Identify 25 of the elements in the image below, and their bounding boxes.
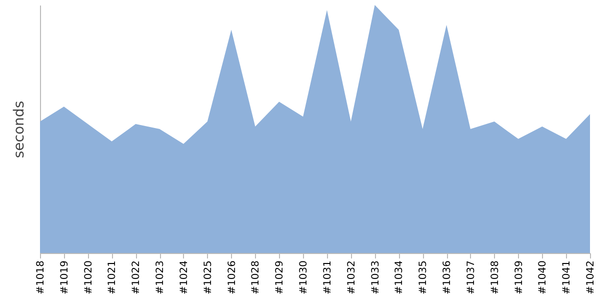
x-tick-label: #1038 <box>490 260 501 294</box>
x-tick-label: #1039 <box>514 260 525 294</box>
x-tick-label: #1040 <box>538 260 549 294</box>
x-tick-label: #1018 <box>36 260 46 294</box>
x-tick-label: #1025 <box>202 260 214 294</box>
x-tick-label: #1033 <box>370 260 382 294</box>
x-tick-label: #1034 <box>394 260 406 294</box>
x-tick-label: #1037 <box>466 260 477 294</box>
y-axis-title: seconds <box>12 100 28 158</box>
x-tick-label: #1028 <box>250 260 262 294</box>
x-tick-label: #1023 <box>155 260 166 294</box>
x-tick-label: #1031 <box>322 260 334 294</box>
x-tick-label: #1042 <box>586 260 596 294</box>
x-tick-label: #1030 <box>298 260 310 294</box>
x-tick-label: #1032 <box>346 260 358 294</box>
x-tick-label: #1021 <box>107 260 118 294</box>
x-tick-label: #1026 <box>226 260 238 294</box>
x-tick-label: #1019 <box>59 260 70 294</box>
x-tick-label: #1041 <box>562 260 573 294</box>
x-tick-label: #1022 <box>131 260 142 294</box>
x-tick-label: #1035 <box>418 260 430 294</box>
x-tick-label: #1020 <box>83 260 94 294</box>
x-tick-label: #1036 <box>442 260 454 294</box>
x-tick-label: #1029 <box>274 260 286 294</box>
x-tick-label: #1024 <box>178 260 190 294</box>
